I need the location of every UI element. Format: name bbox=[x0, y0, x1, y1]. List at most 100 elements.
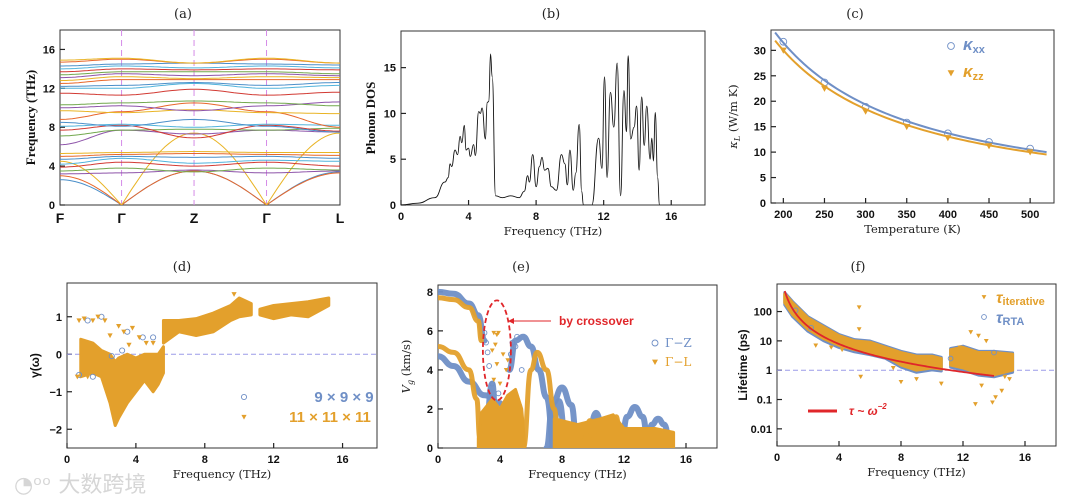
panel-title: (d) bbox=[173, 260, 191, 275]
plot-area bbox=[67, 292, 377, 427]
phonon-band bbox=[60, 83, 340, 89]
k-point-label: F bbox=[56, 210, 65, 226]
x-tick-label: 12 bbox=[957, 452, 969, 464]
y-tick-label: 0 bbox=[390, 200, 396, 212]
data-point bbox=[497, 381, 503, 386]
panel-title: (f) bbox=[851, 260, 866, 275]
x-tick-label: 8 bbox=[898, 452, 904, 464]
y-tick-label: 5 bbox=[390, 154, 396, 166]
data-point bbox=[116, 324, 122, 329]
panel-title: (c) bbox=[846, 7, 863, 22]
x-tick-label: 4 bbox=[497, 454, 504, 466]
data-point bbox=[914, 377, 919, 382]
fit-curve bbox=[774, 31, 1047, 154]
data-point bbox=[779, 47, 787, 54]
y-axis-subscript: L bbox=[733, 136, 742, 142]
data-point bbox=[991, 349, 997, 356]
phonon-band bbox=[60, 157, 340, 165]
y-tick-label: 0 bbox=[56, 349, 62, 361]
data-point bbox=[126, 342, 132, 348]
x-tick-label: 16 bbox=[336, 454, 348, 466]
legend-marker bbox=[981, 295, 987, 300]
data-point bbox=[858, 374, 864, 380]
y-tick-label: −2 bbox=[49, 424, 62, 436]
plot-frame bbox=[776, 283, 1057, 447]
plot-area bbox=[777, 290, 1056, 407]
data-point bbox=[494, 362, 500, 367]
y-axis-label: Frequency (THz) bbox=[23, 70, 38, 165]
data-point bbox=[81, 316, 87, 322]
phonon-band bbox=[60, 100, 340, 107]
annotation-label: by crossover bbox=[559, 314, 634, 328]
k-point-label: Γ bbox=[117, 210, 126, 226]
data-point bbox=[890, 365, 896, 371]
y-axis-label: Lifetime (ps) bbox=[736, 329, 750, 400]
phonon-band bbox=[60, 118, 340, 133]
phonon-band bbox=[60, 151, 340, 154]
panel-title: (a) bbox=[174, 7, 192, 22]
x-tick-label: 8 bbox=[533, 211, 539, 223]
y-tick-label: 8 bbox=[49, 122, 55, 134]
fit-label-exponent: −2 bbox=[878, 402, 888, 411]
data-point bbox=[985, 143, 993, 150]
x-tick-label: 250 bbox=[815, 209, 833, 221]
data-point bbox=[518, 367, 525, 373]
data-point bbox=[150, 340, 156, 346]
data-point bbox=[898, 379, 904, 385]
x-tick-label: 4 bbox=[133, 454, 140, 466]
y-tick-label: 0 bbox=[49, 200, 55, 212]
legend-label: τiterative bbox=[996, 290, 1045, 308]
data-point bbox=[85, 374, 91, 380]
legend-marker bbox=[981, 314, 987, 320]
k-point-label: Z bbox=[190, 210, 199, 226]
velocity-branch bbox=[617, 404, 652, 448]
y-tick-label: 5 bbox=[760, 173, 766, 185]
data-point bbox=[500, 352, 506, 357]
data-point bbox=[121, 329, 127, 335]
legend-subscript: xx bbox=[973, 44, 986, 56]
data-point bbox=[89, 373, 96, 380]
arrow-head-icon bbox=[508, 318, 514, 324]
plot-frame bbox=[59, 29, 341, 206]
data-point bbox=[514, 333, 520, 340]
phonon-band bbox=[60, 124, 340, 139]
data-point bbox=[489, 380, 496, 387]
data-point bbox=[828, 345, 834, 350]
y-tick-label: 10 bbox=[754, 147, 766, 159]
data-point bbox=[503, 367, 509, 373]
x-tick-label: 200 bbox=[774, 209, 792, 221]
data-point bbox=[486, 363, 493, 369]
legend-subscript: iterative bbox=[1003, 296, 1045, 308]
y-axis-symbol: V bbox=[399, 383, 413, 393]
y-axis-symbol: κ bbox=[726, 141, 740, 150]
data-point bbox=[143, 340, 149, 346]
phonon-band bbox=[60, 161, 340, 168]
data-point bbox=[136, 335, 142, 340]
phonon-band bbox=[60, 109, 340, 115]
legend-label: 11 × 11 × 11 bbox=[289, 409, 371, 426]
x-tick-label: 300 bbox=[856, 209, 874, 221]
x-tick-label: 12 bbox=[618, 454, 630, 466]
phonon-band bbox=[60, 127, 340, 137]
y-tick-label: 10 bbox=[384, 108, 396, 120]
data-point bbox=[983, 338, 989, 344]
phonon-band bbox=[60, 155, 340, 160]
data-point bbox=[813, 343, 819, 348]
x-tick-label: 350 bbox=[898, 209, 916, 221]
legend-symbol: τ bbox=[996, 310, 1004, 327]
data-point bbox=[990, 400, 995, 405]
y-tick-label: 1 bbox=[766, 365, 772, 377]
y-tick-label: 2 bbox=[427, 404, 433, 416]
y-tick-label: 4 bbox=[49, 161, 56, 173]
panel-c: (c) 200 250 300 350 400 450 500 0 5 10 15 20 25 30 Temp… bbox=[726, 7, 1055, 236]
phonon-band bbox=[60, 101, 340, 112]
velocity-branch bbox=[610, 414, 624, 448]
iterative-cloud bbox=[949, 345, 1015, 377]
data-point bbox=[84, 317, 91, 324]
velocity-branch bbox=[543, 384, 581, 448]
legend-marker bbox=[652, 359, 658, 365]
data-point bbox=[76, 318, 82, 324]
gruneisen-cloud bbox=[161, 296, 253, 345]
plot-area bbox=[401, 53, 660, 205]
gruneisen-cloud bbox=[79, 337, 165, 427]
